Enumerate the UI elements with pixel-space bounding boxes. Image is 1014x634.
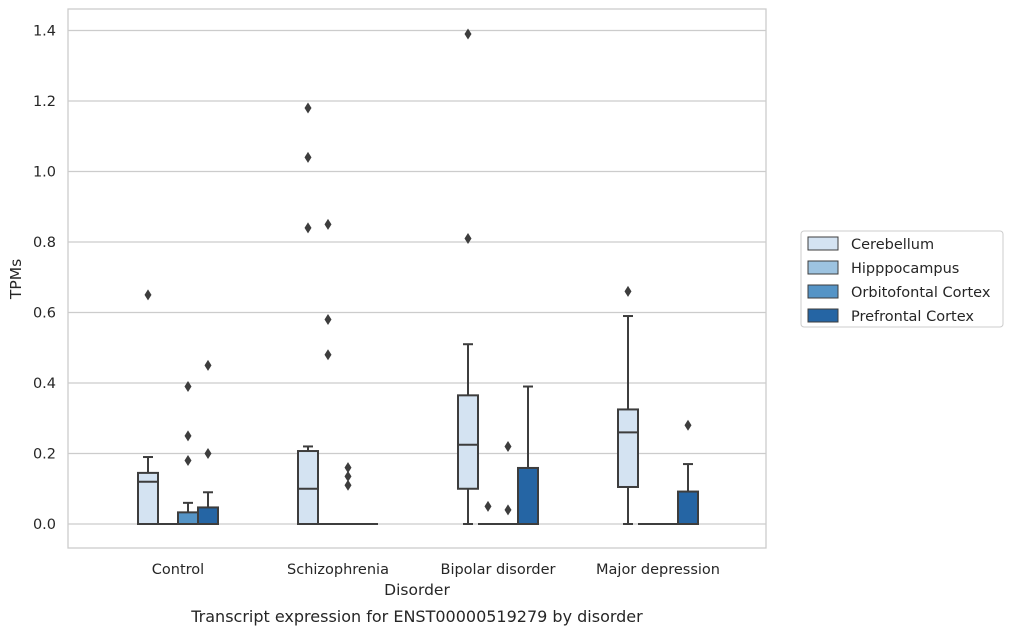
y-tick-label: 0.0 [33,517,56,533]
outlier-point [324,314,332,326]
outlier-point [324,349,332,361]
x-tick-label: Control [152,562,204,578]
outlier-point [304,102,312,114]
y-tick-label: 0.6 [33,306,56,322]
boxes-layer [137,315,699,526]
legend-swatch [807,236,839,251]
y-axis-title: TPMs [7,259,25,300]
legend-swatch [807,260,839,275]
box-2-0 [177,511,199,525]
outlier-point [484,500,492,512]
box-3-0 [197,506,219,525]
outliers-layer [144,28,692,516]
outlier-point [184,430,192,442]
plot-area-frame [67,8,767,549]
grid-lines [68,29,766,525]
x-tick-label: Major depression [596,562,720,578]
x-axis-title: Disorder [384,581,450,599]
legend: Cerebellum Hipppocampus Orbitofontal Corte… [800,230,1004,328]
outlier-point [204,448,212,459]
outlier-point [464,28,472,40]
outlier-point [144,289,152,301]
outlier-point [504,504,512,516]
outlier-point [344,462,352,474]
legend-label: Hipppocampus [851,261,959,277]
outlier-point [304,222,312,234]
outlier-point [184,381,192,393]
outlier-point [504,440,512,452]
outlier-point [344,479,352,491]
y-tick-label: 0.8 [33,235,56,251]
legend-swatch [807,284,839,299]
legend-label: Cerebellum [851,237,934,253]
x-axis-ticks: Control Schizophrenia Bipolar disorder Majo… [152,562,720,578]
legend-frame [800,230,1004,328]
box-0-0 [137,471,159,526]
box-3-3 [677,490,699,526]
outlier-point [184,455,192,467]
x-tick-label: Schizophrenia [287,562,389,578]
legend-label: Orbitofontal Cortex [851,285,991,301]
box-0-2 [457,394,479,490]
outlier-point [304,151,312,163]
y-tick-label: 1.0 [33,165,56,181]
box-0-3 [617,408,639,488]
legend-swatch [807,308,839,323]
y-tick-label: 1.4 [33,24,56,40]
outlier-point [624,285,632,297]
outlier-point [324,218,332,230]
outlier-point [464,232,472,244]
chart-caption: Transcript expression for ENST0000051927… [190,607,643,626]
outlier-point [344,470,352,482]
y-tick-label: 0.4 [33,376,56,392]
y-axis-ticks: 0.0 0.2 0.4 0.6 0.8 1.0 1.2 1.4 [33,24,56,534]
box-3-2 [517,466,539,526]
y-tick-label: 1.2 [33,94,56,110]
legend-label: Prefrontal Cortex [851,309,974,325]
box-0-1 [297,450,319,525]
y-tick-label: 0.2 [33,447,56,463]
outlier-point [204,359,212,371]
x-tick-label: Bipolar disorder [441,562,556,578]
outlier-point [684,419,692,431]
